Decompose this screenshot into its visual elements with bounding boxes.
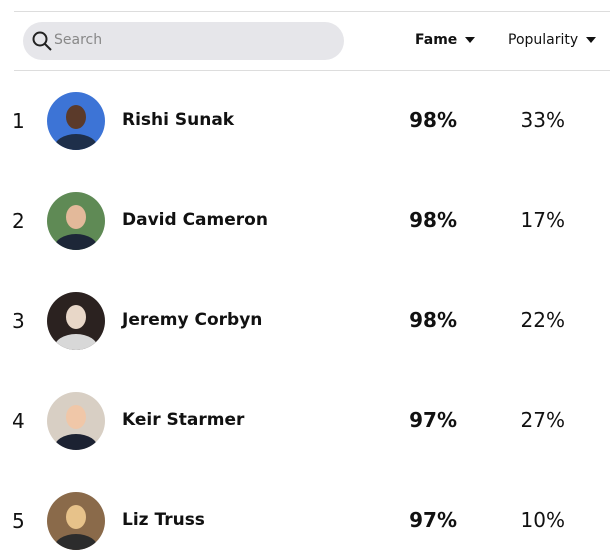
rank: 1	[12, 109, 25, 133]
divider	[14, 11, 610, 12]
rank: 2	[12, 209, 25, 233]
search-placeholder: Search	[54, 32, 103, 48]
column-header: Fame	[415, 32, 458, 48]
search-box[interactable]: Search	[23, 22, 344, 60]
fame-value: 97%	[409, 508, 457, 532]
avatar	[47, 192, 105, 254]
fame-sort[interactable]: Fame	[415, 32, 476, 48]
avatar	[47, 92, 105, 154]
fame-value: 98%	[409, 208, 457, 232]
avatar	[47, 392, 105, 454]
popularity-value: 17%	[520, 208, 565, 232]
search-icon	[32, 31, 52, 51]
popularity-value: 33%	[520, 108, 565, 132]
fame-value: 98%	[409, 108, 457, 132]
popularity-value: 27%	[520, 408, 565, 432]
rank: 4	[12, 409, 25, 433]
person-name[interactable]: Keir Starmer	[122, 410, 245, 430]
person-name[interactable]: Rishi Sunak	[122, 110, 235, 130]
avatar	[47, 492, 105, 554]
popularity-sort[interactable]: Popularity	[508, 32, 597, 48]
fame-value: 97%	[409, 408, 457, 432]
popularity-value: 10%	[520, 508, 565, 532]
popularity-value: 22%	[520, 308, 565, 332]
person-name[interactable]: David Cameron	[122, 210, 268, 230]
fame-value: 98%	[409, 308, 457, 332]
rank: 5	[12, 509, 25, 533]
person-name[interactable]: Liz Truss	[122, 510, 205, 530]
rank: 3	[12, 309, 25, 333]
person-name[interactable]: Jeremy Corbyn	[122, 310, 263, 330]
divider	[14, 70, 610, 71]
column-header: Popularity	[508, 32, 579, 48]
avatar	[47, 292, 105, 354]
